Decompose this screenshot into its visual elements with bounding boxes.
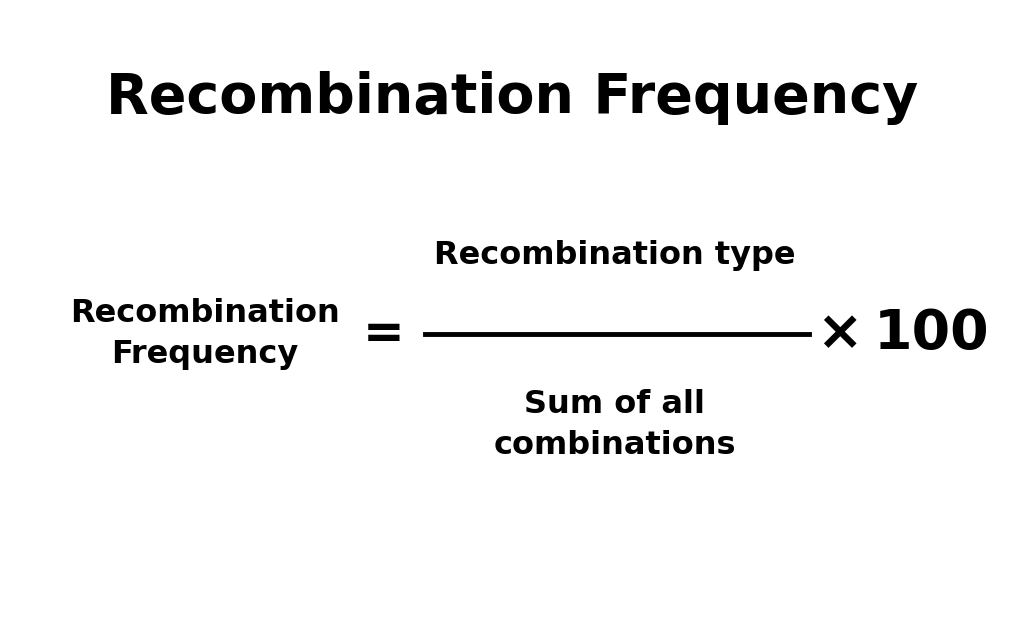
Text: 100: 100 xyxy=(874,307,989,361)
Text: Recombination type: Recombination type xyxy=(433,239,796,271)
Text: Sum of all
combinations: Sum of all combinations xyxy=(494,389,735,461)
Text: Recombination
Frequency: Recombination Frequency xyxy=(70,298,340,370)
Text: Recombination Frequency: Recombination Frequency xyxy=(105,71,919,125)
Text: =: = xyxy=(364,310,404,358)
Text: ×: × xyxy=(816,307,863,361)
